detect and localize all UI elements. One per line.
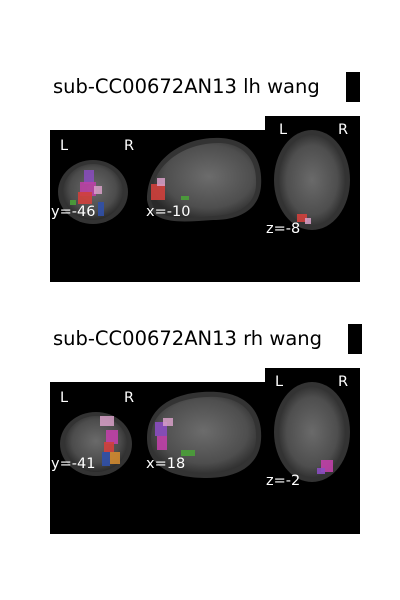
orientation-left-label: L xyxy=(60,390,69,406)
sagittal-view xyxy=(143,130,265,282)
coronal-slice-image xyxy=(58,160,128,224)
brain-tissue xyxy=(279,135,345,225)
panel-title: sub-CC00672AN13 rh wang xyxy=(50,324,329,354)
atlas-region-pink xyxy=(100,416,114,426)
atlas-region-pink xyxy=(157,178,165,186)
coronal-cut-label: y=-41 xyxy=(51,456,96,472)
sagittal-view xyxy=(143,382,265,534)
axial-orientation-right-label: R xyxy=(338,374,349,390)
axial-cut-label: z=-8 xyxy=(266,221,301,237)
sagittal-slice-image xyxy=(147,391,262,478)
coronal-view xyxy=(50,130,143,282)
axial-slice-image xyxy=(274,382,350,482)
atlas-region-red xyxy=(297,214,307,222)
atlas-region-red xyxy=(151,184,165,200)
axial-orientation-left-label: L xyxy=(279,122,288,138)
atlas-region-red xyxy=(104,442,114,452)
atlas-region-purple xyxy=(84,170,94,184)
axial-view xyxy=(265,116,360,238)
axial-orientation-right-label: R xyxy=(338,122,349,138)
atlas-region-pink xyxy=(305,218,311,224)
atlas-region-orange xyxy=(110,452,120,464)
axial-orientation-left-label: L xyxy=(275,374,284,390)
brain-tissue xyxy=(151,396,257,473)
atlas-region-green xyxy=(181,450,195,456)
atlas-region-pink xyxy=(94,186,102,194)
axial-cut-label: z=-2 xyxy=(266,473,301,489)
atlas-region-magenta xyxy=(106,430,118,444)
panel-title: sub-CC00672AN13 lh wang xyxy=(50,72,326,102)
orientation-right-label: R xyxy=(124,138,135,154)
coronal-slice-image xyxy=(60,412,132,476)
atlas-region-blue xyxy=(102,452,110,466)
atlas-region-blue xyxy=(98,202,104,216)
axial-view xyxy=(265,368,360,490)
atlas-region-green xyxy=(70,200,76,205)
coronal-cut-label: y=-46 xyxy=(51,204,96,220)
sagittal-cut-label: x=-10 xyxy=(146,204,191,220)
orientation-left-label: L xyxy=(60,138,69,154)
figure-panel-lh: sub-CC00672AN13 lh wang xyxy=(50,72,360,282)
figure-panel-rh: sub-CC00672AN13 rh wang xyxy=(50,324,362,534)
brain-tissue xyxy=(279,387,345,477)
brain-tissue xyxy=(151,142,257,218)
atlas-region-green xyxy=(181,196,189,200)
atlas-region-magenta xyxy=(157,436,167,450)
coronal-view xyxy=(50,382,143,534)
title-tab-bar xyxy=(348,324,362,354)
axial-slice-image xyxy=(274,130,350,230)
sagittal-slice-image xyxy=(147,137,262,222)
title-tab-bar xyxy=(346,72,360,102)
atlas-region-purple xyxy=(317,468,325,474)
orientation-right-label: R xyxy=(124,390,135,406)
sagittal-cut-label: x=18 xyxy=(146,456,186,472)
atlas-region-red xyxy=(78,192,92,204)
atlas-region-pink xyxy=(163,418,173,426)
